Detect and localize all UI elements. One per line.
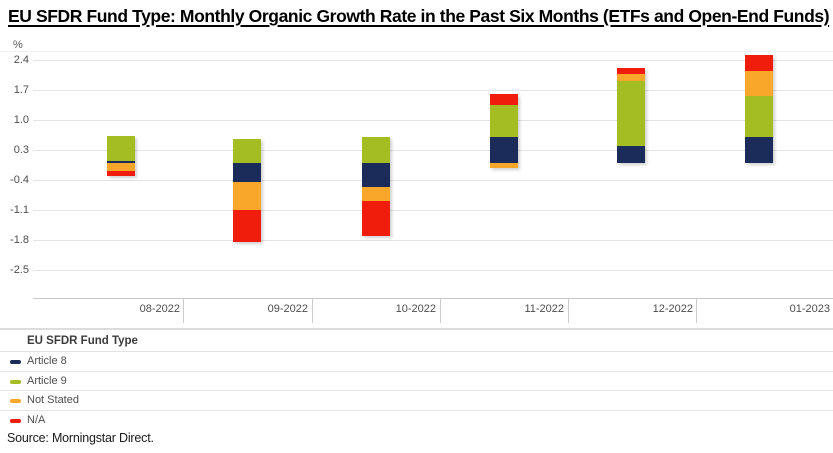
chart-title: EU SFDR Fund Type: Monthly Organic Growt… xyxy=(8,6,830,26)
bar-09-2022 xyxy=(233,138,261,243)
x-axis-tick xyxy=(311,299,313,323)
bar-11-2022 xyxy=(489,94,518,168)
legend-swatch-icon xyxy=(10,399,21,403)
legend-label: Article 8 xyxy=(27,355,67,367)
bar-segment-n-a xyxy=(362,200,390,237)
bar-segment-not-stated xyxy=(489,162,518,168)
bar-segment-article-8 xyxy=(489,136,518,163)
bar-segment-article-8 xyxy=(233,162,261,182)
bar-segment-article-9 xyxy=(233,138,261,163)
bar-segment-article-8 xyxy=(745,136,773,163)
x-axis-tick xyxy=(183,299,184,323)
x-axis-line xyxy=(33,298,833,299)
legend-item-article-9: Article 9 xyxy=(0,372,833,391)
bar-segment-not-stated xyxy=(745,70,773,96)
legend-label: N/A xyxy=(27,413,46,426)
bar-segment-n-a xyxy=(745,54,773,71)
x-axis-label: 11-2022 xyxy=(524,303,564,315)
y-axis-unit-label: % xyxy=(13,39,23,51)
bar-segment-article-8 xyxy=(617,146,645,163)
bar-segment-article-9 xyxy=(617,81,645,147)
bar-segment-article-8 xyxy=(362,162,390,188)
grid-line xyxy=(33,180,833,181)
legend-item-article-8: Article 8 xyxy=(0,352,833,372)
x-axis-label: 01-2023 xyxy=(789,303,830,315)
bar-segment-not-stated xyxy=(107,162,135,171)
bar-segment-article-8 xyxy=(107,160,135,163)
bar-12-2022 xyxy=(617,68,645,163)
grid-line xyxy=(33,210,833,211)
bar-segment-article-9 xyxy=(107,136,135,161)
y-axis-label: -0.4 xyxy=(10,173,29,186)
bar-segment-not-stated xyxy=(233,181,261,211)
x-axis-tick xyxy=(440,299,441,323)
bar-segment-article-9 xyxy=(745,95,773,137)
legend-swatch-icon xyxy=(10,418,21,423)
x-axis-tick xyxy=(696,299,697,323)
source-note: Source: Morningstar Direct. xyxy=(7,431,154,445)
y-axis-label: -1.8 xyxy=(10,233,29,246)
y-axis-label: 0.3 xyxy=(13,143,29,156)
y-axis-label: -2.5 xyxy=(10,263,29,276)
bar-segment-article-9 xyxy=(362,136,390,163)
bar-segment-not-stated xyxy=(362,187,390,201)
legend-rows: Article 8 Article 9 Not Stated N/A xyxy=(0,352,833,430)
grid-line xyxy=(33,150,833,151)
bar-segment-n-a xyxy=(489,94,518,105)
grid-line xyxy=(33,90,833,91)
bar-10-2022 xyxy=(362,136,390,237)
grid-line xyxy=(33,60,833,61)
bar-segment-n-a xyxy=(617,68,645,75)
x-axis-tick xyxy=(568,299,569,323)
legend-label: Not Stated xyxy=(27,394,79,406)
legend-swatch-icon xyxy=(10,379,21,384)
x-axis-label: 09-2022 xyxy=(267,303,308,315)
legend-swatch-icon xyxy=(10,360,21,364)
legend-label: Article 9 xyxy=(27,374,67,387)
plot-top-border xyxy=(0,51,833,52)
bar-segment-n-a xyxy=(107,170,135,176)
legend-header: EU SFDR Fund Type xyxy=(0,330,833,352)
grid-line xyxy=(33,270,833,271)
legend-item-not-stated: Not Stated xyxy=(0,391,833,411)
y-axis-label: 1.7 xyxy=(13,83,29,96)
bar-01-2023 xyxy=(745,54,773,163)
x-axis-label: 10-2022 xyxy=(395,303,436,315)
grid-line xyxy=(33,120,833,121)
bar-segment-article-9 xyxy=(489,104,518,137)
y-axis-label: 2.4 xyxy=(13,53,29,66)
bar-08-2022 xyxy=(107,136,135,176)
legend: EU SFDR Fund Type Article 8 Article 9 Not … xyxy=(0,328,833,430)
bar-segment-not-stated xyxy=(617,74,645,82)
bar-segment-n-a xyxy=(233,209,261,243)
grid-line xyxy=(33,240,833,241)
y-axis-label: 1.0 xyxy=(13,113,29,126)
x-axis-label: 12-2022 xyxy=(652,303,693,315)
x-axis-label: 08-2022 xyxy=(139,303,180,315)
y-axis-label: -1.1 xyxy=(10,203,29,216)
legend-item-n-a: N/A xyxy=(0,411,833,431)
